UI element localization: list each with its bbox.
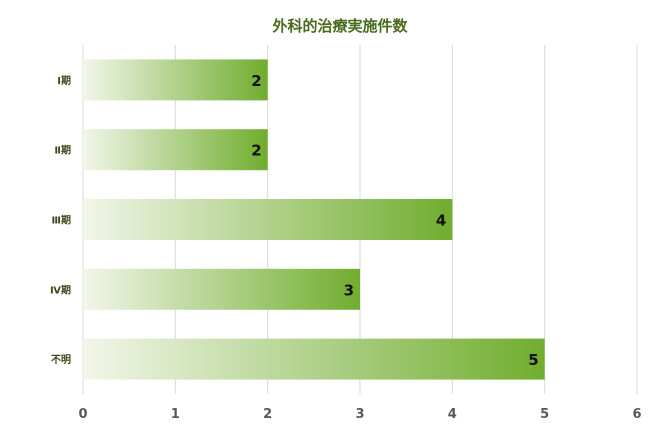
chart-title: 外科的治療実施件数 (271, 17, 408, 35)
data-labels: 2 2 4 3 5 (251, 72, 538, 369)
data-label: 4 (436, 212, 446, 230)
x-tick-label: 3 (355, 407, 364, 422)
x-axis-ticks: 0 1 2 3 4 5 6 (78, 407, 641, 422)
category-label: Ⅳ期 (50, 283, 71, 296)
category-label: 不明 (51, 354, 71, 366)
x-tick-label: 6 (632, 407, 641, 422)
x-tick-label: 2 (263, 407, 272, 422)
data-label: 2 (251, 142, 261, 160)
x-tick-label: 5 (540, 407, 549, 422)
category-label: Ⅰ期 (57, 74, 71, 87)
bars (83, 59, 545, 380)
data-label: 2 (251, 72, 261, 90)
bar-4 (83, 268, 360, 310)
data-label: 5 (528, 351, 538, 369)
category-label: Ⅲ期 (52, 214, 71, 227)
category-label: Ⅱ期 (54, 144, 71, 157)
x-tick-label: 1 (171, 407, 180, 422)
x-tick-label: 0 (78, 407, 87, 422)
bar-1 (83, 59, 268, 101)
data-label: 3 (344, 281, 354, 299)
bar-3 (83, 199, 453, 240)
x-tick-label: 4 (448, 407, 457, 422)
bar-2 (83, 129, 268, 171)
bar-5 (83, 338, 545, 380)
